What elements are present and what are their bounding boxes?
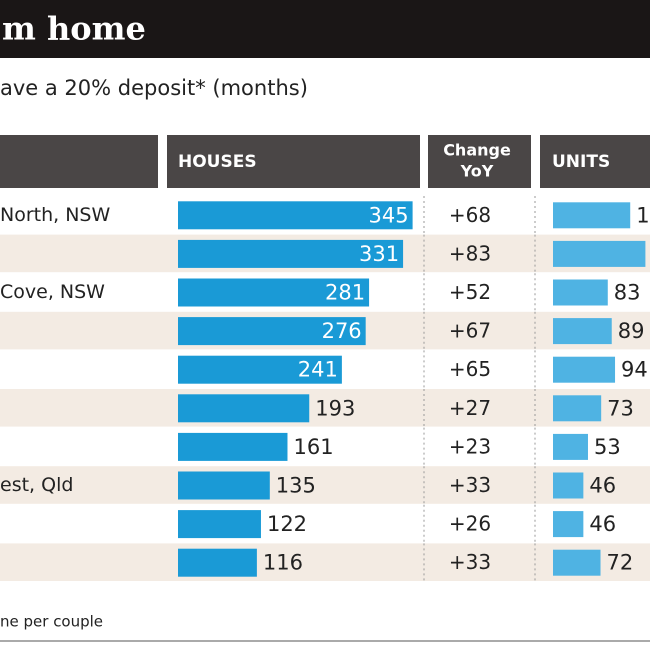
houses-bar [178,239,404,268]
units-value: 53 [594,435,621,459]
row-bg [0,543,650,581]
units-value: 46 [589,474,616,498]
houses-bar [178,278,370,307]
houses-value: 122 [267,512,307,536]
change-value: +68 [449,203,491,227]
houses-bar [178,317,366,346]
units-value: 117 [636,203,650,227]
header-cell [540,135,650,188]
change-value: +33 [449,550,491,574]
houses-value: 331 [359,242,399,266]
units-value: 89 [618,319,645,343]
change-value: +52 [449,280,491,304]
units-value: 46 [589,512,616,536]
header-cell [167,135,420,188]
houses-bar [178,432,288,461]
change-value: +33 [449,473,491,497]
row-label: Cove, NSW [0,281,105,303]
header-cell [428,135,531,188]
houses-value: 135 [276,474,316,498]
units-value: 83 [614,281,641,305]
header-cell [0,135,158,188]
col-header: UNITS [552,152,610,172]
units-value: 73 [607,396,634,420]
units-value: 72 [607,551,634,575]
units-bar [553,240,646,267]
houses-bar [178,471,270,500]
row-label: est, Qld [0,474,73,496]
units-bar [553,395,602,422]
houses-value: 281 [325,281,365,305]
houses-value: 241 [298,358,338,382]
units-bar [553,511,584,538]
change-value: +67 [449,319,491,343]
row-bg [0,389,650,427]
units-bar [553,318,612,345]
houses-value: 345 [369,203,409,227]
row-label: North, NSW [0,204,110,226]
houses-bar [178,201,413,230]
change-value: +83 [449,241,491,265]
row-bg [0,504,650,543]
houses-bar [178,394,310,423]
row-bg [0,427,650,466]
houses-value: 161 [293,435,333,459]
subtitle: ave a 20% deposit* (months) [0,76,308,100]
units-value: 94 [621,358,648,382]
row-bg [0,466,650,504]
change-value: +27 [449,396,491,420]
houses-bar [178,355,342,384]
change-value: +65 [449,357,491,381]
change-value: +23 [449,434,491,458]
houses-bar [178,548,257,577]
units-bar [553,356,616,383]
units-bar [553,472,584,499]
units-bar [553,433,588,460]
houses-value: 276 [322,319,362,343]
col-header: Change [443,141,511,160]
footnote: ne per couple [0,613,103,631]
houses-value: 193 [315,396,355,420]
col-header: HOUSES [178,152,257,172]
houses-value: 116 [263,551,303,575]
change-value: +26 [449,512,491,536]
units-bar [553,202,631,229]
col-header: YoY [460,162,494,181]
units-bar [553,549,601,576]
houses-bar [178,510,261,539]
units-bar [553,279,608,306]
title: m home [2,10,146,48]
title-bar [0,0,650,58]
